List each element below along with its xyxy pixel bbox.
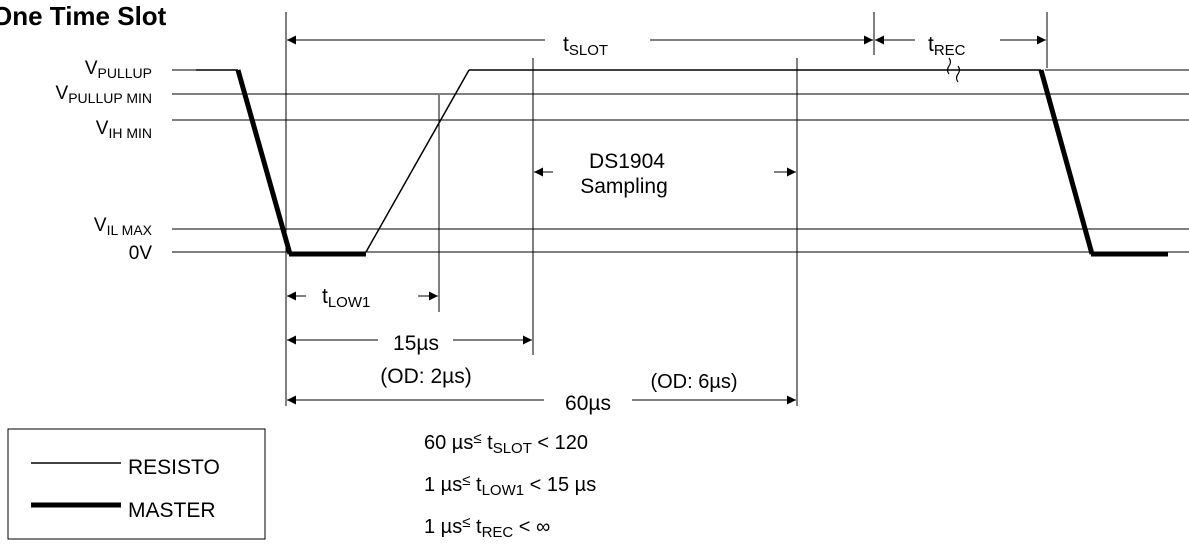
tlow1-label: tLOW1 bbox=[322, 285, 370, 311]
t60us-label: 60µs bbox=[565, 392, 611, 415]
level-label-v-il-max: VIL MAX bbox=[94, 215, 153, 238]
t60us-od-label: (OD: 6µs) bbox=[650, 371, 737, 393]
legend: RESISTO MASTER bbox=[7, 428, 266, 540]
resistor-waveform bbox=[196, 57, 1041, 253]
level-label-v-pullup-min: VPULLUP MIN bbox=[56, 83, 152, 106]
tslot-label: tSLOT bbox=[563, 33, 608, 59]
break-squiggle-right bbox=[955, 65, 961, 83]
master-second-falling-edge bbox=[1038, 69, 1095, 255]
legend-resistor-label: RESISTO bbox=[128, 456, 220, 479]
constraint-trec: 1 µs≤ tREC < ∞ bbox=[424, 514, 550, 541]
vertical-markers bbox=[285, 12, 1048, 406]
sampling-label-line2: Sampling bbox=[580, 175, 668, 198]
master-falling-edge bbox=[235, 69, 293, 255]
sampling-label-line1: DS1904 bbox=[589, 150, 665, 173]
constraint-tlow1: 1 µs≤ tLOW1 < 15 µs bbox=[424, 472, 596, 499]
constraint-tslot: 60 µs≤ tSLOT < 120 bbox=[424, 430, 588, 457]
legend-master-label: MASTER bbox=[128, 499, 216, 522]
resistor-rising-edge bbox=[365, 69, 470, 253]
trec-label: tREC bbox=[928, 33, 966, 59]
level-label-zero: 0V bbox=[129, 243, 153, 264]
level-label-v-ih-min: VIH MIN bbox=[96, 118, 152, 141]
t15us-label: 15µs bbox=[393, 332, 439, 355]
reference-lines bbox=[172, 69, 1189, 253]
t15us-od-label: (OD: 2µs) bbox=[380, 365, 471, 388]
master-waveform bbox=[235, 69, 1168, 257]
diagram-title: One Time Slot bbox=[0, 1, 167, 31]
legend-box bbox=[7, 428, 266, 540]
break-squiggle-left bbox=[946, 57, 952, 75]
level-label-v-pullup: VPULLUP bbox=[85, 58, 152, 81]
